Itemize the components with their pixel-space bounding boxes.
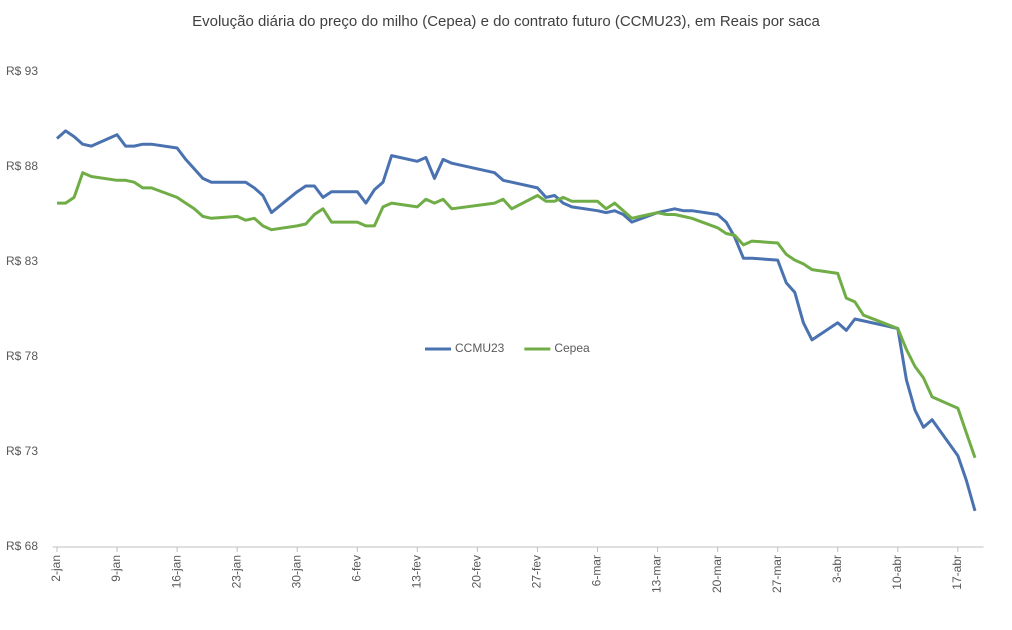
- x-tick-label: 23-jan: [229, 555, 243, 588]
- legend-label: Cepea: [554, 341, 590, 355]
- x-tick-label: 30-jan: [289, 555, 303, 588]
- x-tick-label: 2-jan: [49, 555, 63, 582]
- x-tick-label: 27-fev: [530, 555, 544, 588]
- y-tick-label: R$ 88: [6, 159, 38, 173]
- series-line: [57, 171, 977, 459]
- y-tick-label: R$ 93: [6, 64, 38, 78]
- x-tick-label: 13-mar: [650, 555, 664, 593]
- x-tick-label: 20-mar: [710, 555, 724, 593]
- y-tick-label: R$ 78: [6, 349, 38, 363]
- x-tick-label: 10-abr: [890, 555, 904, 590]
- x-tick-label: 13-fev: [410, 555, 424, 588]
- x-tick-label: 17-abr: [950, 555, 964, 590]
- series-line: [56, 129, 977, 512]
- x-tick-label: 6-fev: [349, 555, 363, 582]
- y-tick-label: R$ 83: [6, 254, 38, 268]
- x-tick-label: 16-jan: [169, 555, 183, 588]
- x-tick-label: 27-mar: [770, 555, 784, 593]
- y-tick-label: R$ 73: [6, 444, 38, 458]
- x-tick-label: 20-fev: [470, 555, 484, 588]
- y-tick-label: R$ 68: [6, 539, 38, 553]
- chart-title: Evolução diária do preço do milho (Cepea…: [192, 13, 820, 30]
- legend-label: CCMU23: [455, 341, 505, 355]
- x-tick-label: 9-jan: [109, 555, 123, 582]
- x-tick-label: 6-mar: [590, 555, 604, 586]
- x-tick-label: 3-abr: [830, 555, 844, 583]
